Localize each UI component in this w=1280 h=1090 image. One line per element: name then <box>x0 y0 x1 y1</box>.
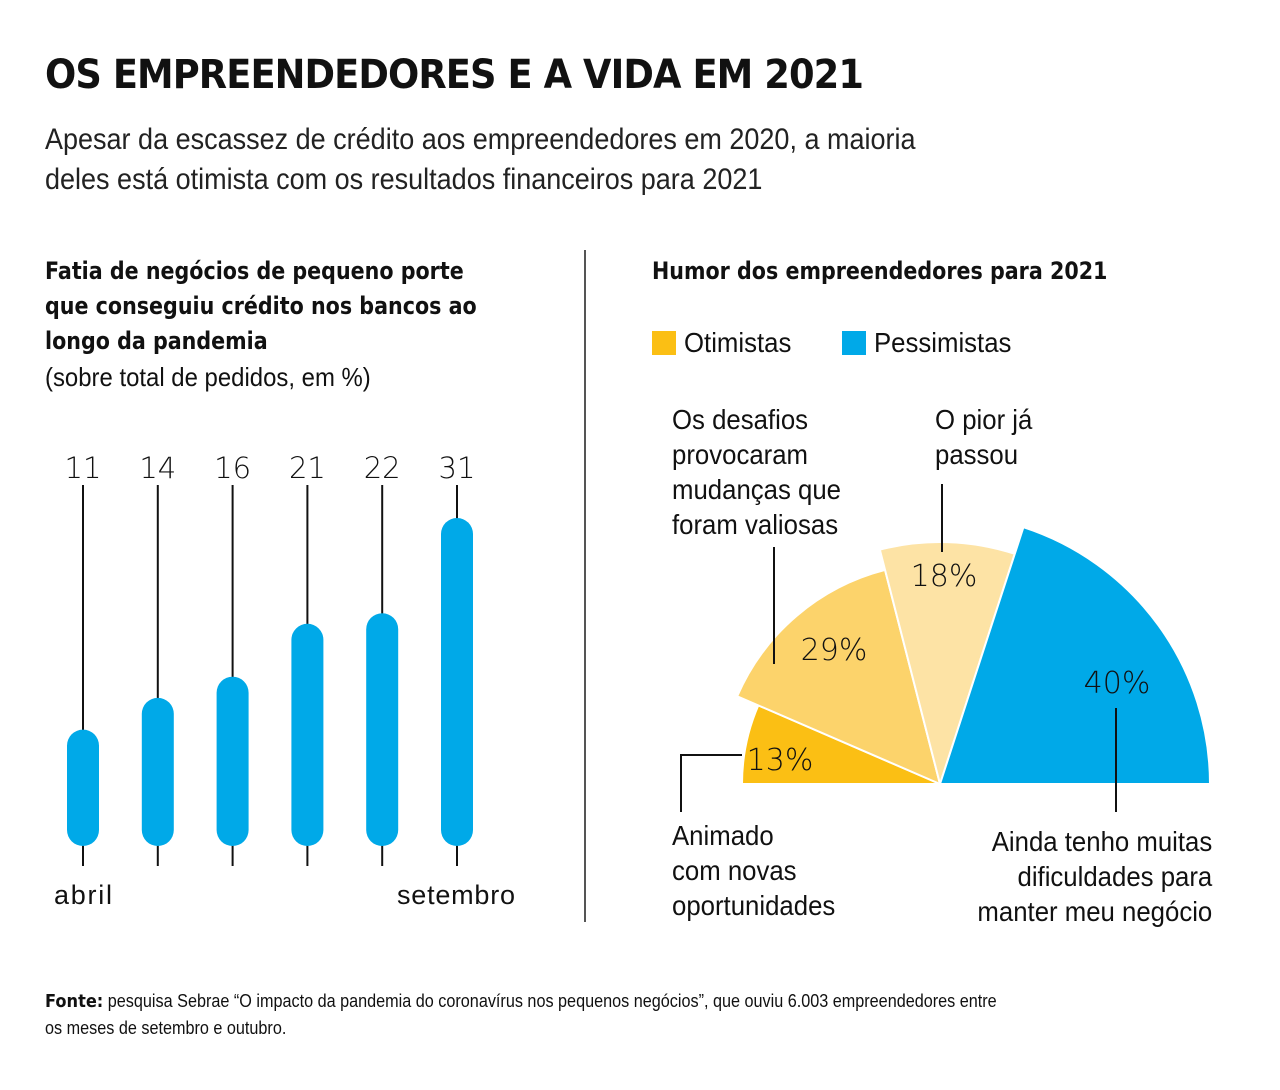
label-line: passou <box>935 439 1019 470</box>
slice-label-desafios: Os desafios provocaram mudanças que fora… <box>672 402 841 542</box>
pie-slice-29pct <box>735 568 942 786</box>
section-divider <box>584 250 586 922</box>
legend-label: Otimistas <box>684 327 792 358</box>
page-title: OS EMPREENDEDORES E A VIDA EM 2021 <box>45 52 864 98</box>
bar-value-label: 14 <box>139 451 176 485</box>
source-text-line-1: pesquisa Sebrae “O impacto da pandemia d… <box>103 991 997 1011</box>
label-line: Ainda tenho muitas <box>991 826 1212 857</box>
bar-agosto <box>366 613 399 846</box>
bar-chart-subtitle: (sobre total de pedidos, em %) <box>45 362 371 392</box>
legend-swatch-otimistas <box>652 331 676 355</box>
bar-maio <box>141 697 174 846</box>
pie-slice-value-label: 29% <box>801 633 868 668</box>
bar-chart-title: Fatia de negócios de pequeno porte que c… <box>45 254 477 359</box>
pie-slice-40pct <box>938 525 1212 785</box>
subtitle-line-1: Apesar da escassez de crédito aos empree… <box>45 123 916 156</box>
pie-slice-value-label: 18% <box>911 559 978 594</box>
x-label-first: abril <box>54 880 112 910</box>
label-line: provocaram <box>672 439 809 470</box>
pie-chart: 13% 29% 18% 40% <box>680 484 1212 812</box>
bar-value-label: 22 <box>364 451 401 485</box>
label-line: manter meu negócio <box>977 896 1212 927</box>
slice-label-animado: Animado com novas oportunidades <box>672 818 835 923</box>
source-footer: Fonte: pesquisa Sebrae “O impacto da pan… <box>45 988 997 1041</box>
bar-abril <box>67 729 99 846</box>
label-line: Animado <box>672 820 774 851</box>
bar-junho <box>216 676 249 846</box>
bar-value-label: 16 <box>214 451 251 485</box>
bar-value-label: 31 <box>439 451 476 485</box>
pie-slice-18pct <box>878 541 1017 788</box>
legend-swatch-pessimistas <box>842 331 866 355</box>
bar-chart-title-line: que conseguiu crédito nos bancos ao <box>45 292 477 320</box>
bar-setembro <box>441 518 473 846</box>
pie-slice-value-label: 40% <box>1084 666 1151 701</box>
label-line: Os desafios <box>672 404 809 435</box>
leader-line-13 <box>680 754 742 812</box>
label-line: foram valiosas <box>672 509 839 540</box>
slice-label-dificuldades: Ainda tenho muitas dificuldades para man… <box>977 824 1212 929</box>
bar-value-label: 21 <box>289 451 326 485</box>
subtitle-line-2: deles está otimista com os resultados fi… <box>45 163 763 196</box>
label-line: oportunidades <box>672 890 836 921</box>
bar-chart: 11 14 16 21 22 31 abril setembro <box>54 451 515 910</box>
pie-slice-value-label: 13% <box>747 743 814 778</box>
page-subtitle: Apesar da escassez de crédito aos empree… <box>45 120 916 200</box>
bar-chart-title-line: longo da pandemia <box>45 327 268 355</box>
legend-label: Pessimistas <box>874 327 1012 358</box>
bar-value-label: 11 <box>65 451 102 485</box>
label-line: mudanças que <box>672 474 841 505</box>
legend-item-pessimistas: Pessimistas <box>842 327 1023 359</box>
bar-julho <box>291 623 324 846</box>
source-label: Fonte: <box>45 991 104 1012</box>
label-line: dificuldades para <box>1017 861 1212 892</box>
legend-item-otimistas: Otimistas <box>652 327 801 359</box>
slice-label-pior: O pior já passou <box>935 402 1032 472</box>
x-label-last: setembro <box>397 880 515 910</box>
source-text-line-2: os meses de setembro e outubro. <box>45 1018 287 1038</box>
label-line: O pior já <box>935 404 1033 435</box>
bar-chart-title-line: Fatia de negócios de pequeno porte <box>45 257 464 285</box>
label-line: com novas <box>672 855 797 886</box>
pie-chart-title: Humor dos empreendedores para 2021 <box>652 257 1108 285</box>
